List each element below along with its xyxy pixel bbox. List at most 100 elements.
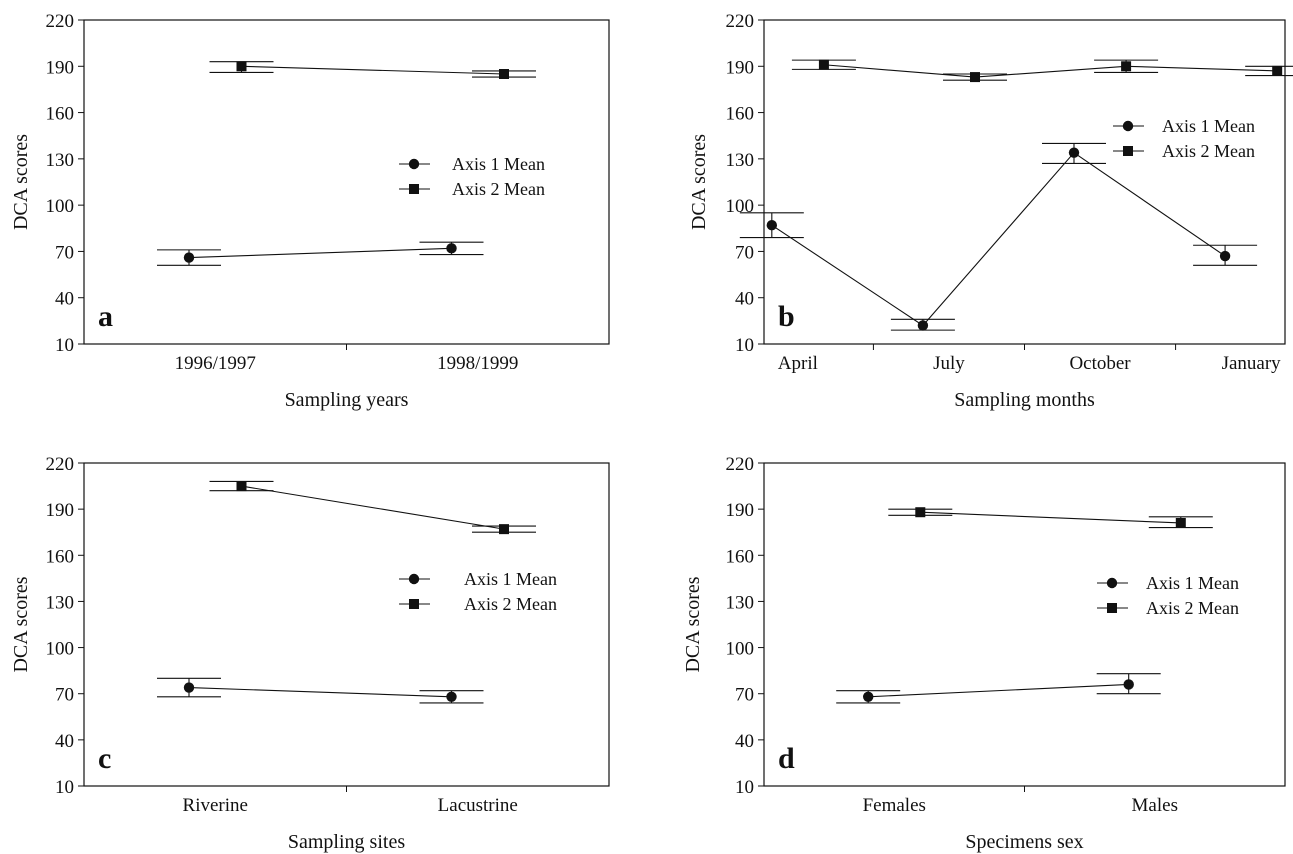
legend-label: Axis 2 Mean [1146, 598, 1239, 618]
plot-frame [83, 462, 610, 787]
series-axis-1 [836, 673, 1161, 704]
y-tick-label: 100 [46, 196, 75, 217]
y-tick-label: 130 [726, 592, 755, 613]
y-tick-label: 160 [46, 104, 75, 125]
plot-frame [763, 462, 1286, 787]
series-axis-2 [209, 61, 536, 79]
data-point [970, 72, 981, 83]
y-tick-label: 190 [726, 57, 755, 78]
legend-square-marker [1123, 146, 1133, 156]
data-point [446, 243, 457, 254]
legend-square-marker [409, 599, 419, 609]
y-axis-title: DCA scores [10, 576, 32, 672]
x-tick-label: July [933, 353, 965, 374]
series-line [241, 485, 505, 530]
chart-panel-b: 10 40 70 100 130 160 190 220 April July October Jan… [688, 11, 1293, 411]
x-tick-label: January [1222, 353, 1282, 374]
data-point [1068, 147, 1080, 158]
legend-square-marker [409, 184, 419, 194]
legend-label: Axis 2 Mean [1162, 141, 1255, 161]
legend: Axis 1 Mean Axis 2 Mean [399, 154, 545, 199]
data-point [1219, 250, 1231, 262]
series-line [188, 247, 452, 259]
chart-panel-d: 10 40 70 100 130 160 190 220 Females Males Specime… [682, 454, 1286, 853]
series-axis-2 [791, 59, 1293, 83]
chart-panel-a: 10 40 70 100 130 160 190 220 1996/1997 1998/1999 S… [10, 11, 610, 411]
y-tick-label: 70 [55, 685, 74, 706]
series-axis-1 [157, 677, 484, 704]
data-point [499, 524, 509, 535]
x-axis-title: Specimens sex [965, 831, 1083, 853]
legend-circle-marker [408, 573, 420, 585]
legend-circle-marker [408, 158, 420, 170]
y-axis-title: DCA scores [10, 134, 32, 230]
data-point [766, 220, 778, 231]
legend-label: Axis 2 Mean [464, 594, 557, 614]
x-tick-label: Lacustrine [438, 795, 518, 816]
series-line [920, 511, 1181, 524]
legend-circle-marker [1106, 577, 1118, 589]
legend-label: Axis 1 Mean [452, 154, 545, 174]
data-point [917, 320, 929, 331]
x-axis-title: Sampling years [285, 389, 409, 411]
legend-label: Axis 1 Mean [1162, 116, 1255, 136]
y-tick-label: 160 [726, 104, 755, 125]
y-axis-title: DCA scores [688, 134, 710, 230]
series-line [868, 683, 1129, 698]
data-point [499, 69, 509, 79]
series-line [188, 687, 452, 698]
y-tick-label: 100 [726, 639, 755, 660]
series-axis-2 [209, 480, 536, 535]
y-tick-label: 190 [726, 500, 755, 521]
data-point [1272, 65, 1283, 76]
data-point [236, 61, 247, 72]
x-tick-label: October [1069, 353, 1131, 374]
y-tick-label: 160 [726, 546, 755, 567]
data-point [818, 59, 829, 70]
y-tick-label: 130 [46, 592, 75, 613]
y-tick-label: 220 [46, 11, 75, 32]
legend-circle-marker [1122, 120, 1134, 132]
legend-label: Axis 1 Mean [464, 569, 557, 589]
y-tick-label: 220 [726, 11, 755, 32]
legend: Axis 1 Mean Axis 2 Mean [399, 569, 557, 614]
data-point [446, 691, 457, 702]
x-tick-label: 1996/1997 [175, 353, 256, 374]
series-axis-1 [739, 142, 1258, 331]
data-point [915, 507, 926, 518]
y-tick-label: 10 [735, 777, 754, 798]
y-tick-label: 100 [46, 639, 75, 660]
x-tick-label: 1998/1999 [437, 353, 518, 374]
y-axis-title: DCA scores [682, 576, 704, 672]
y-tick-label: 160 [46, 546, 75, 567]
x-tick-label: Females [863, 795, 926, 816]
x-tick-label: Males [1132, 795, 1178, 816]
panel-letter: a [98, 300, 113, 333]
y-tick-label: 40 [55, 731, 74, 752]
x-tick-label: April [778, 353, 818, 374]
data-point [236, 481, 247, 492]
legend-label: Axis 1 Mean [1146, 573, 1239, 593]
y-tick-label: 40 [55, 289, 74, 310]
y-tick-label: 130 [726, 150, 755, 171]
y-tick-label: 70 [735, 242, 754, 263]
y-tick-label: 10 [735, 335, 754, 356]
data-point [863, 691, 874, 702]
y-tick-label: 130 [46, 150, 75, 171]
data-point [1175, 517, 1186, 528]
x-axis-title: Sampling months [954, 389, 1095, 411]
y-tick-label: 70 [735, 685, 754, 706]
y-tick-label: 40 [735, 289, 754, 310]
legend: Axis 1 Mean Axis 2 Mean [1113, 116, 1255, 161]
y-tick-label: 220 [46, 454, 75, 475]
y-tick-label: 40 [735, 731, 754, 752]
series-line [823, 64, 1278, 78]
legend: Axis 1 Mean Axis 2 Mean [1097, 573, 1239, 618]
legend-label: Axis 2 Mean [452, 179, 545, 199]
series-axis-2 [888, 507, 1213, 529]
data-point [183, 252, 195, 263]
series-axis-1 [157, 241, 484, 266]
series-line [241, 65, 505, 75]
data-point [1123, 679, 1134, 690]
